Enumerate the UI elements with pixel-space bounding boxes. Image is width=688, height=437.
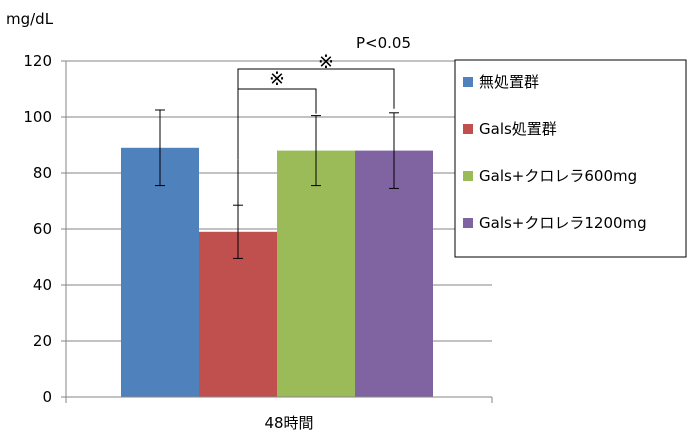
- legend-label-4: Gals+クロレラ1200mg: [479, 214, 647, 232]
- legend-label-2: Gals処置群: [479, 120, 557, 138]
- legend: 無処置群 Gals処置群 Gals+クロレラ600mg Gals+クロレラ1200mg: [454, 59, 687, 258]
- bars: [121, 147, 433, 397]
- significance-mark-600mg: ※: [269, 68, 285, 90]
- y-tick-label: 0: [42, 388, 52, 406]
- y-tick-label: 80: [33, 164, 52, 182]
- significance-bracket-600mg: [238, 88, 317, 114]
- y-tick-label: 60: [33, 220, 52, 238]
- y-tick-label: 20: [33, 332, 52, 350]
- y-tick-labels: 0 20 40 60 80 100 120: [23, 52, 52, 406]
- y-tick-label: 100: [23, 108, 52, 126]
- legend-label-3: Gals+クロレラ600mg: [479, 167, 637, 185]
- y-axis-unit-label: mg/dL: [6, 10, 54, 28]
- axes: [61, 60, 493, 403]
- legend-label-1: 無処置群: [479, 73, 539, 91]
- significance-bracket-1200mg: [237, 68, 395, 160]
- bar-2: [199, 231, 277, 397]
- p-value-label: P<0.05: [356, 34, 411, 52]
- legend-swatch-3: [463, 171, 473, 181]
- legend-swatch-1: [463, 77, 473, 87]
- legend-swatch-4: [463, 218, 473, 228]
- significance-mark-1200mg: ※: [318, 51, 334, 73]
- x-tick-labels: 48時間: [264, 414, 313, 432]
- x-tick-label: 48時間: [264, 414, 313, 432]
- legend-box: [454, 59, 687, 258]
- bar-3: [277, 150, 355, 397]
- legend-swatch-2: [463, 124, 473, 134]
- y-tick-label: 40: [33, 276, 52, 294]
- significance-annotations: ※ ※ P<0.05: [237, 34, 411, 222]
- bar-1: [121, 147, 199, 397]
- y-tick-label: 120: [23, 52, 52, 70]
- bar-4: [355, 150, 433, 397]
